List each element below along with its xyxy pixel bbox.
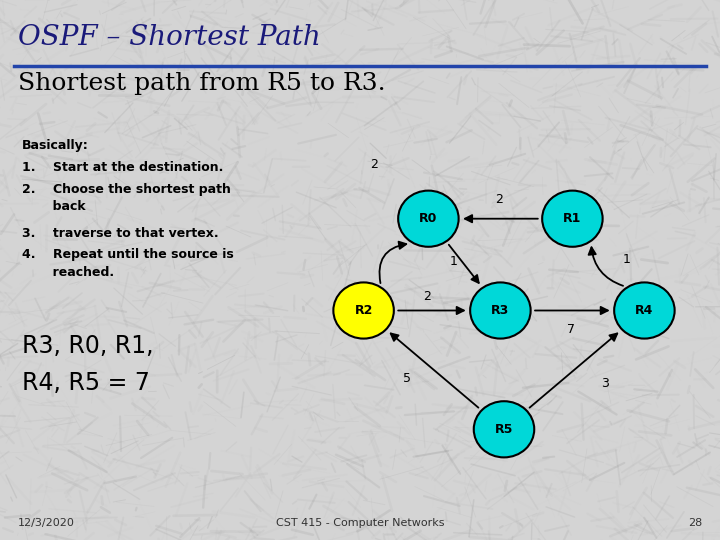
Text: OSPF – Shortest Path: OSPF – Shortest Path bbox=[18, 24, 320, 51]
Ellipse shape bbox=[333, 282, 394, 339]
Text: 5: 5 bbox=[402, 372, 411, 384]
Ellipse shape bbox=[398, 191, 459, 247]
Text: 2: 2 bbox=[371, 158, 378, 171]
Text: R0: R0 bbox=[419, 212, 438, 225]
Text: 1: 1 bbox=[623, 253, 630, 266]
FancyArrowPatch shape bbox=[379, 242, 406, 283]
Text: R2: R2 bbox=[354, 304, 373, 317]
Text: Basically:: Basically: bbox=[22, 139, 89, 152]
Text: 3.    traverse to that vertex.: 3. traverse to that vertex. bbox=[22, 227, 218, 240]
Text: 2.    Choose the shortest path: 2. Choose the shortest path bbox=[22, 183, 230, 195]
FancyArrowPatch shape bbox=[449, 245, 479, 283]
Text: R4: R4 bbox=[635, 304, 654, 317]
Text: reached.: reached. bbox=[22, 266, 114, 279]
Text: 2: 2 bbox=[495, 193, 503, 206]
Text: R3: R3 bbox=[491, 304, 510, 317]
FancyArrowPatch shape bbox=[588, 247, 623, 286]
Text: R3, R0, R1,: R3, R0, R1, bbox=[22, 334, 153, 357]
Ellipse shape bbox=[614, 282, 675, 339]
Text: 3: 3 bbox=[601, 377, 608, 390]
Ellipse shape bbox=[474, 401, 534, 457]
Text: Shortest path from R5 to R3.: Shortest path from R5 to R3. bbox=[18, 72, 386, 95]
FancyArrowPatch shape bbox=[535, 307, 608, 314]
Text: 28: 28 bbox=[688, 518, 702, 528]
Text: 1: 1 bbox=[450, 255, 457, 268]
FancyArrowPatch shape bbox=[530, 334, 617, 408]
Ellipse shape bbox=[470, 282, 531, 339]
Text: back: back bbox=[22, 200, 85, 213]
Text: 12/3/2020: 12/3/2020 bbox=[18, 518, 75, 528]
Text: R1: R1 bbox=[563, 212, 582, 225]
Text: R4, R5 = 7: R4, R5 = 7 bbox=[22, 372, 150, 395]
Text: 1.    Start at the destination.: 1. Start at the destination. bbox=[22, 161, 223, 174]
Text: 7: 7 bbox=[567, 323, 575, 336]
FancyArrowPatch shape bbox=[465, 215, 538, 222]
FancyArrowPatch shape bbox=[398, 307, 464, 314]
Text: CST 415 - Computer Networks: CST 415 - Computer Networks bbox=[276, 518, 444, 528]
Text: 2: 2 bbox=[423, 291, 431, 303]
Text: 4.    Repeat until the source is: 4. Repeat until the source is bbox=[22, 248, 233, 261]
Ellipse shape bbox=[542, 191, 603, 247]
Text: R5: R5 bbox=[495, 423, 513, 436]
FancyArrowPatch shape bbox=[391, 334, 478, 408]
